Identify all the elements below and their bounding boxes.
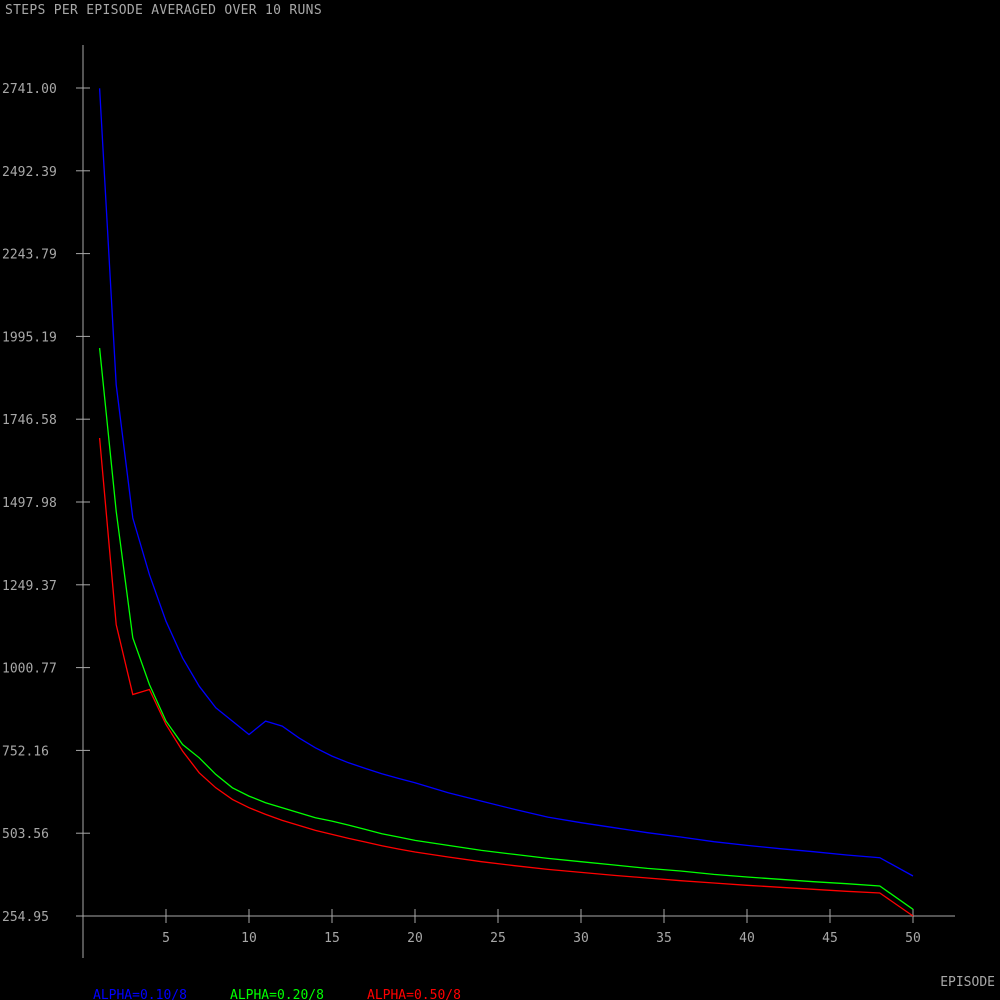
legend-entry-1: ALPHA=0.10/8 — [93, 988, 187, 1000]
x-tick-label: 50 — [905, 931, 921, 946]
y-ticks: 254.95 503.56 752.16 1000.77 1249.37 1497.98 1… — [2, 82, 90, 925]
legend-entry-3: ALPHA=0.50/8 — [367, 988, 461, 1000]
x-tick-label: 45 — [822, 931, 838, 946]
series-lines — [98, 88, 914, 917]
x-tick-label: 35 — [656, 931, 672, 946]
x-tick-label: 10 — [241, 931, 257, 946]
x-tick-label: 20 — [407, 931, 423, 946]
y-tick-label: 503.56 — [2, 827, 49, 842]
y-tick-label: 752.16 — [2, 744, 49, 759]
y-tick-label: 1000.77 — [2, 662, 57, 677]
x-tick-label: 25 — [490, 931, 506, 946]
y-tick-label: 2243.79 — [2, 248, 57, 263]
y-tick-label: 1249.37 — [2, 579, 57, 594]
legend: ALPHA=0.10/8 ALPHA=0.20/8 ALPHA=0.50/8 — [93, 988, 461, 1000]
y-tick-label: 254.95 — [2, 910, 49, 925]
legend-entry-2: ALPHA=0.20/8 — [230, 988, 324, 1000]
series-line-1 — [98, 88, 914, 877]
x-tick-label: 40 — [739, 931, 755, 946]
x-axis-label: EPISODE — [940, 975, 995, 990]
series-line-3 — [98, 437, 914, 917]
x-tick-label: 5 — [162, 931, 170, 946]
y-tick-label: 1995.19 — [2, 330, 57, 345]
y-tick-label: 2741.00 — [2, 82, 57, 97]
chart-title: STEPS PER EPISODE AVERAGED OVER 10 RUNS — [5, 3, 322, 18]
x-tick-label: 15 — [324, 931, 340, 946]
y-tick-label: 1746.58 — [2, 413, 57, 428]
x-ticks: 5 10 15 20 25 30 35 40 45 50 — [162, 909, 921, 946]
y-tick-label: 1497.98 — [2, 496, 57, 511]
y-tick-label: 2492.39 — [2, 165, 57, 180]
series-line-2 — [98, 348, 914, 910]
x-tick-label: 30 — [573, 931, 589, 946]
